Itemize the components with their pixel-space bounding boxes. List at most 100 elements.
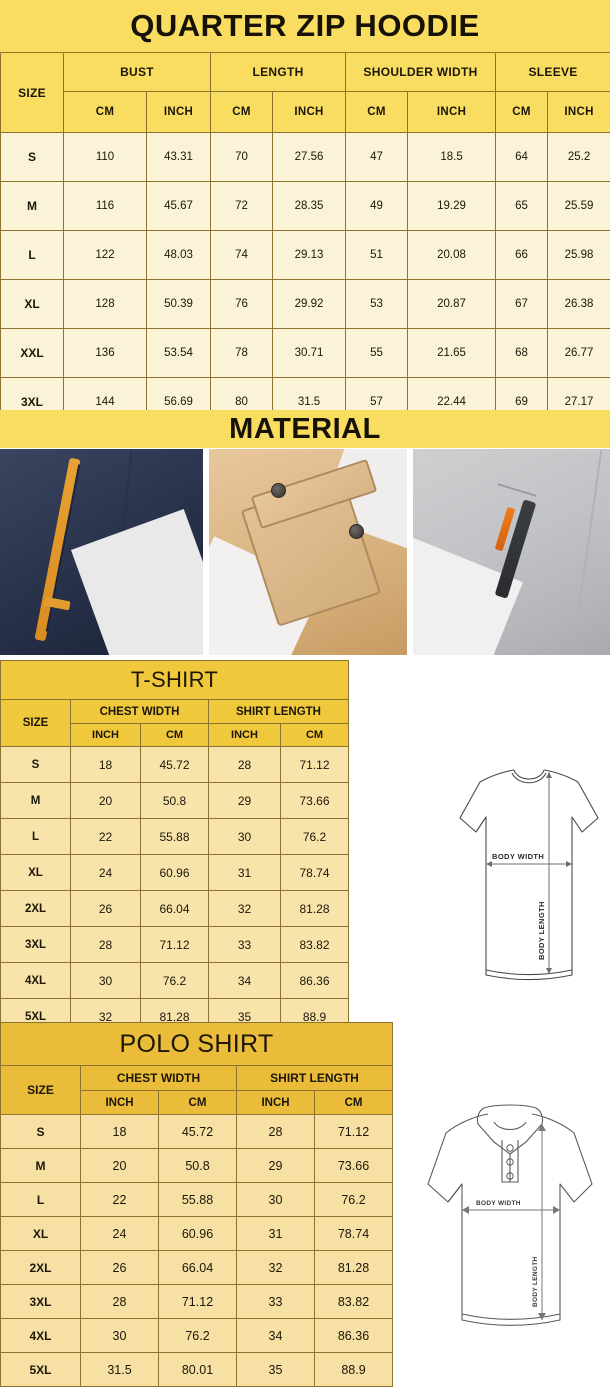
- polo-size-table: POLO SHIRT SIZE CHEST WIDTH SHIRT LENGTH…: [0, 1022, 393, 1387]
- hoodie-cell-sleeve-cm: 68: [496, 329, 548, 378]
- polo-cell-length-cm: 78.74: [315, 1217, 393, 1251]
- table-row: 3XL 28 71.12 33 83.82: [1, 1285, 393, 1319]
- polo-cell-length-inch: 29: [237, 1149, 315, 1183]
- hoodie-unit-sleeve-inch: INCH: [548, 92, 610, 133]
- polo-col-chest: CHEST WIDTH: [81, 1066, 237, 1091]
- hoodie-cell-bust-inch: 43.31: [147, 133, 211, 182]
- hoodie-cell-sleeve-cm: 67: [496, 280, 548, 329]
- tshirt-cell-chest-cm: 55.88: [141, 819, 209, 855]
- polo-cell-chest-cm: 71.12: [159, 1285, 237, 1319]
- tshirt-cell-length-cm: 86.36: [281, 963, 349, 999]
- tshirt-cell-chest-inch: 18: [71, 747, 141, 783]
- hoodie-cell-sleeve-inch: 25.2: [548, 133, 610, 182]
- hoodie-cell-bust-inch: 50.39: [147, 280, 211, 329]
- hoodie-cell-shoulder-inch: 20.87: [408, 280, 496, 329]
- table-row: 4XL 30 76.2 34 86.36: [1, 1319, 393, 1353]
- tshirt-cell-length-inch: 34: [209, 963, 281, 999]
- hoodie-cell-length-inch: 29.92: [273, 280, 346, 329]
- quarter-zip-hoodie-section: QUARTER ZIP HOODIE SIZE BUST LENGTH SHOU…: [0, 0, 610, 427]
- hoodie-cell-sleeve-inch: 25.59: [548, 182, 610, 231]
- hoodie-cell-shoulder-cm: 49: [346, 182, 408, 231]
- polo-body-length-label: BODY LENGTH: [532, 1257, 539, 1308]
- table-row: XL 24 60.96 31 78.74: [1, 855, 349, 891]
- polo-cell-chest-cm: 45.72: [159, 1115, 237, 1149]
- hoodie-cell-sleeve-cm: 64: [496, 133, 548, 182]
- tshirt-cell-chest-inch: 30: [71, 963, 141, 999]
- polo-cell-chest-cm: 76.2: [159, 1319, 237, 1353]
- hoodie-title: QUARTER ZIP HOODIE: [0, 0, 610, 52]
- polo-cell-size: M: [1, 1149, 81, 1183]
- hoodie-cell-shoulder-inch: 20.08: [408, 231, 496, 280]
- polo-cell-length-inch: 30: [237, 1183, 315, 1217]
- hoodie-cell-size: S: [1, 133, 64, 182]
- polo-cell-length-cm: 88.9: [315, 1353, 393, 1387]
- polo-cell-size: 3XL: [1, 1285, 81, 1319]
- polo-cell-size: 2XL: [1, 1251, 81, 1285]
- hoodie-cell-length-cm: 76: [211, 280, 273, 329]
- table-row: M 116 45.67 72 28.35 49 19.29 65 25.59: [1, 182, 610, 231]
- tshirt-cell-size: 3XL: [1, 927, 71, 963]
- material-photo-strip: [0, 449, 610, 655]
- polo-cell-chest-inch: 22: [81, 1183, 159, 1217]
- hoodie-cell-bust-inch: 45.67: [147, 182, 211, 231]
- tshirt-title: T-SHIRT: [1, 661, 349, 700]
- hoodie-cell-length-inch: 29.13: [273, 231, 346, 280]
- polo-cell-chest-cm: 50.8: [159, 1149, 237, 1183]
- hoodie-cell-length-cm: 72: [211, 182, 273, 231]
- table-row: 4XL 30 76.2 34 86.36: [1, 963, 349, 999]
- size-chart-page: QUARTER ZIP HOODIE SIZE BUST LENGTH SHOU…: [0, 0, 610, 1350]
- table-row: 5XL 31.5 80.01 35 88.9: [1, 1353, 393, 1387]
- hoodie-cell-bust-cm: 122: [64, 231, 147, 280]
- hoodie-cell-length-cm: 70: [211, 133, 273, 182]
- tshirt-cell-chest-cm: 66.04: [141, 891, 209, 927]
- tshirt-col-length: SHIRT LENGTH: [209, 700, 349, 724]
- table-row: XL 128 50.39 76 29.92 53 20.87 67 26.38: [1, 280, 610, 329]
- polo-cell-length-inch: 34: [237, 1319, 315, 1353]
- hoodie-unit-sleeve-cm: CM: [496, 92, 548, 133]
- polo-unit-length-inch: INCH: [237, 1091, 315, 1115]
- polo-title: POLO SHIRT: [1, 1023, 393, 1066]
- tshirt-cell-length-cm: 71.12: [281, 747, 349, 783]
- polo-cell-chest-inch: 24: [81, 1217, 159, 1251]
- hoodie-cell-sleeve-cm: 66: [496, 231, 548, 280]
- polo-cell-size: XL: [1, 1217, 81, 1251]
- polo-unit-chest-inch: INCH: [81, 1091, 159, 1115]
- hoodie-unit-length-cm: CM: [211, 92, 273, 133]
- hoodie-cell-size: XXL: [1, 329, 64, 378]
- polo-cell-chest-inch: 28: [81, 1285, 159, 1319]
- polo-cell-size: S: [1, 1115, 81, 1149]
- table-row: M 20 50.8 29 73.66: [1, 783, 349, 819]
- tshirt-cell-size: XL: [1, 855, 71, 891]
- table-row: L 22 55.88 30 76.2: [1, 1183, 393, 1217]
- hoodie-col-bust: BUST: [64, 53, 211, 92]
- tshirt-size-table: T-SHIRT SIZE CHEST WIDTH SHIRT LENGTH IN…: [0, 660, 349, 1035]
- polo-col-length: SHIRT LENGTH: [237, 1066, 393, 1091]
- tshirt-cell-size: S: [1, 747, 71, 783]
- tshirt-body-width-label: BODY WIDTH: [492, 852, 544, 861]
- hoodie-cell-bust-inch: 53.54: [147, 329, 211, 378]
- polo-cell-size: 4XL: [1, 1319, 81, 1353]
- hoodie-size-table: SIZE BUST LENGTH SHOULDER WIDTH SLEEVE C…: [0, 52, 610, 427]
- hoodie-cell-sleeve-cm: 65: [496, 182, 548, 231]
- tshirt-cell-chest-cm: 60.96: [141, 855, 209, 891]
- table-row: L 22 55.88 30 76.2: [1, 819, 349, 855]
- polo-table-body: S 18 45.72 28 71.12 M 20 50.8 29 73.66 L…: [1, 1115, 393, 1387]
- hoodie-cell-sleeve-inch: 26.38: [548, 280, 610, 329]
- tshirt-unit-chest-cm: CM: [141, 724, 209, 747]
- hoodie-cell-shoulder-inch: 21.65: [408, 329, 496, 378]
- table-row: 3XL 28 71.12 33 83.82: [1, 927, 349, 963]
- tshirt-cell-length-inch: 28: [209, 747, 281, 783]
- polo-cell-length-inch: 33: [237, 1285, 315, 1319]
- hoodie-unit-shoulder-inch: INCH: [408, 92, 496, 133]
- hoodie-unit-shoulder-cm: CM: [346, 92, 408, 133]
- tshirt-icon: BODY WIDTH BODY LENGTH: [452, 760, 602, 1005]
- tshirt-unit-length-cm: CM: [281, 724, 349, 747]
- polo-col-size: SIZE: [1, 1066, 81, 1115]
- hoodie-cell-bust-cm: 110: [64, 133, 147, 182]
- hoodie-cell-shoulder-cm: 51: [346, 231, 408, 280]
- polo-cell-chest-inch: 20: [81, 1149, 159, 1183]
- polo-cell-length-inch: 28: [237, 1115, 315, 1149]
- tshirt-cell-length-cm: 76.2: [281, 819, 349, 855]
- polo-cell-size: 5XL: [1, 1353, 81, 1387]
- polo-cell-length-inch: 32: [237, 1251, 315, 1285]
